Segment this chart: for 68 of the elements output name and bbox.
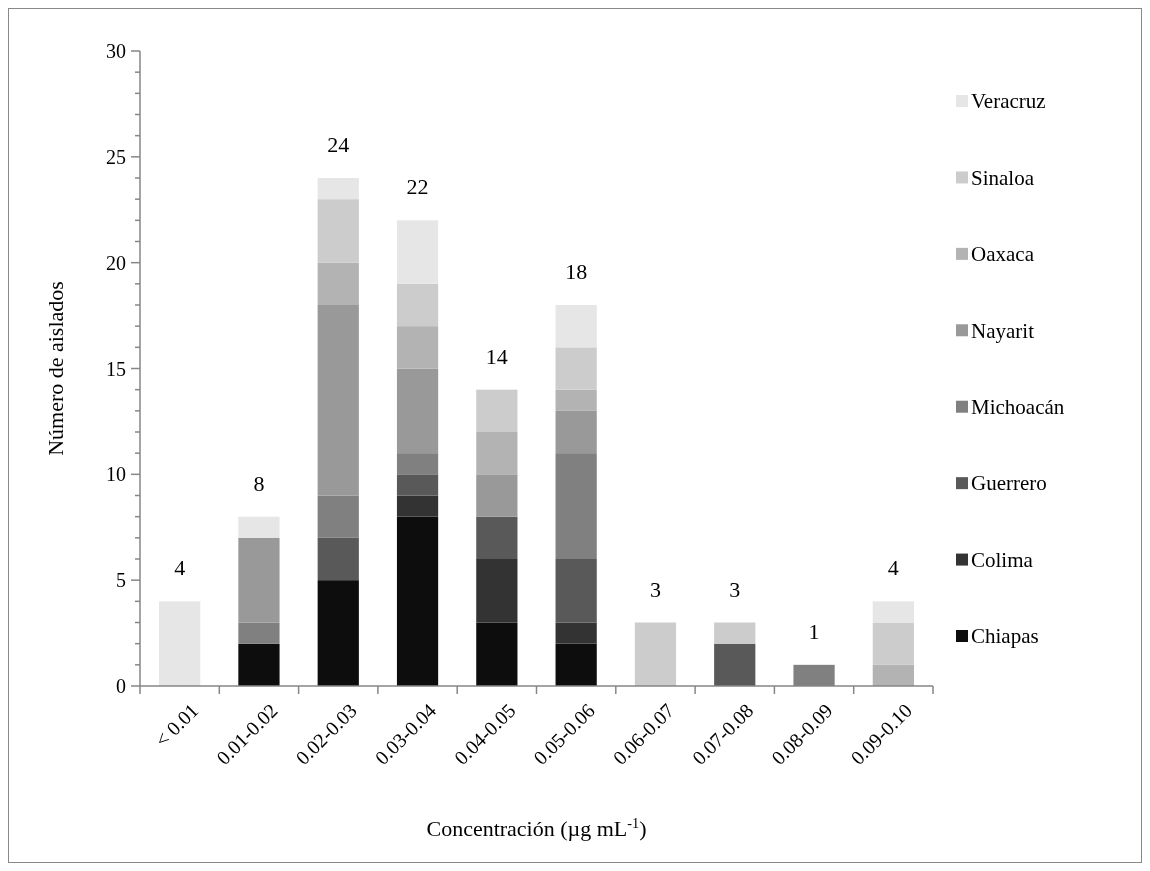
legend-label: Chiapas: [971, 624, 1039, 649]
total-label: 4: [887, 555, 899, 581]
total-label: 4: [174, 555, 186, 581]
bar: [238, 516, 280, 538]
y-tick-label: 5: [116, 569, 126, 592]
bar: [476, 622, 518, 686]
bar: [555, 305, 597, 348]
bar: [317, 495, 359, 538]
y-tick-label: 20: [106, 251, 126, 274]
bar: [396, 474, 439, 496]
bar: [872, 601, 914, 623]
x-axis-title: Concentración (µg mL$^{-1}$): [426, 815, 647, 841]
legend-label: Michoacán: [971, 395, 1065, 420]
total-label: 22: [406, 174, 429, 200]
bar: [396, 220, 439, 284]
bar: [317, 199, 359, 263]
total-label: 8: [253, 470, 265, 496]
legend-label: Sinaloa: [971, 165, 1035, 190]
y-tick-label: 25: [106, 145, 126, 168]
y-tick-label: 10: [106, 463, 126, 486]
bar: [714, 643, 756, 686]
bar: [476, 516, 518, 559]
bar: [317, 537, 359, 581]
bar: [476, 389, 518, 432]
total-label: 3: [729, 576, 741, 602]
bar: [476, 432, 518, 475]
total-label: 24: [327, 132, 350, 157]
bar: [238, 643, 280, 686]
bar: [159, 601, 201, 686]
total-label: 18: [565, 259, 588, 284]
bar: [317, 580, 359, 686]
y-tick-label: 30: [106, 40, 126, 62]
bar: [555, 559, 597, 623]
bar: [476, 559, 518, 623]
bar: [555, 389, 597, 411]
legend-label: Colima: [971, 547, 1034, 572]
y-tick-label: 15: [106, 357, 126, 380]
bar: [476, 474, 518, 517]
bar: [714, 622, 756, 644]
bar: [555, 622, 597, 644]
legend-label: Veracruz: [971, 89, 1046, 114]
bar: [317, 305, 359, 496]
bar: [396, 453, 439, 475]
legend-label: Nayarit: [971, 318, 1035, 343]
total-label: 1: [808, 618, 820, 644]
total-label: 3: [649, 576, 661, 602]
y-axis-title: Número de aislados: [43, 281, 68, 456]
bar: [872, 622, 914, 665]
bar: [396, 516, 439, 686]
bar: [396, 495, 439, 517]
bar: [238, 537, 280, 623]
bar: [555, 643, 597, 686]
bar: [396, 326, 439, 369]
bar: [634, 622, 677, 686]
bar: [555, 347, 597, 390]
bar: [555, 453, 597, 559]
bar: [872, 664, 914, 686]
bar: [555, 410, 597, 454]
x-tick-label: < 0.01: [150, 699, 203, 751]
legend-label: Oaxaca: [971, 242, 1035, 267]
bar: [317, 262, 359, 305]
bar: [317, 178, 359, 200]
bar: [396, 283, 439, 327]
bar: [238, 622, 280, 644]
y-tick-label: 0: [116, 675, 126, 697]
total-label: 14: [485, 343, 508, 369]
legend-label: Guerrero: [971, 471, 1047, 496]
bar: [396, 368, 439, 454]
